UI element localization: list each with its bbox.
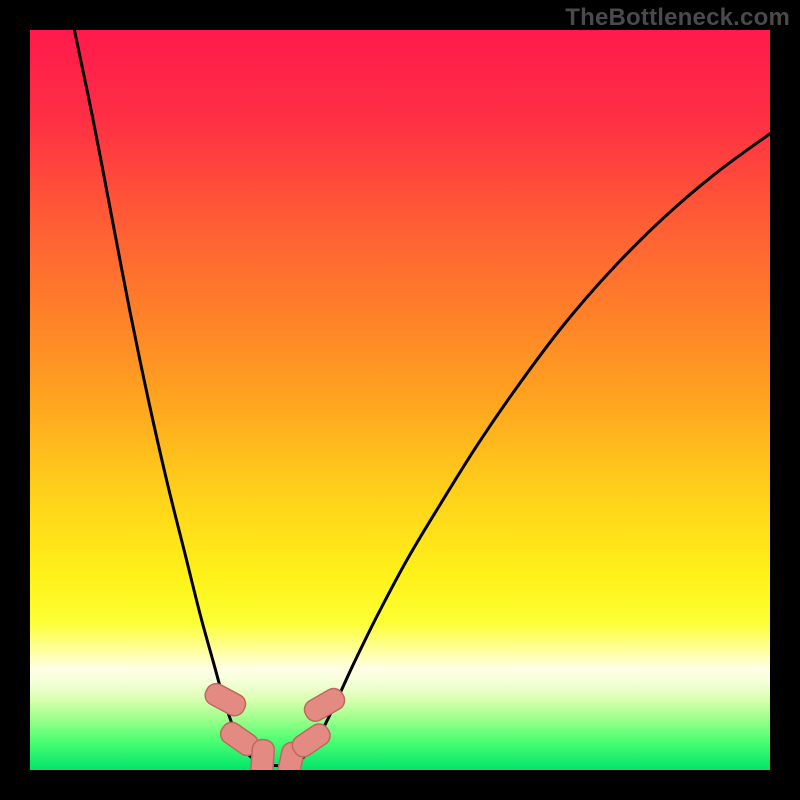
plot-area [30, 30, 770, 770]
chart-background [30, 30, 770, 770]
chart-frame: TheBottleneck.com [0, 0, 800, 800]
marker-capsule [250, 739, 275, 770]
bottleneck-chart-svg [30, 30, 770, 770]
watermark-text: TheBottleneck.com [565, 4, 790, 32]
